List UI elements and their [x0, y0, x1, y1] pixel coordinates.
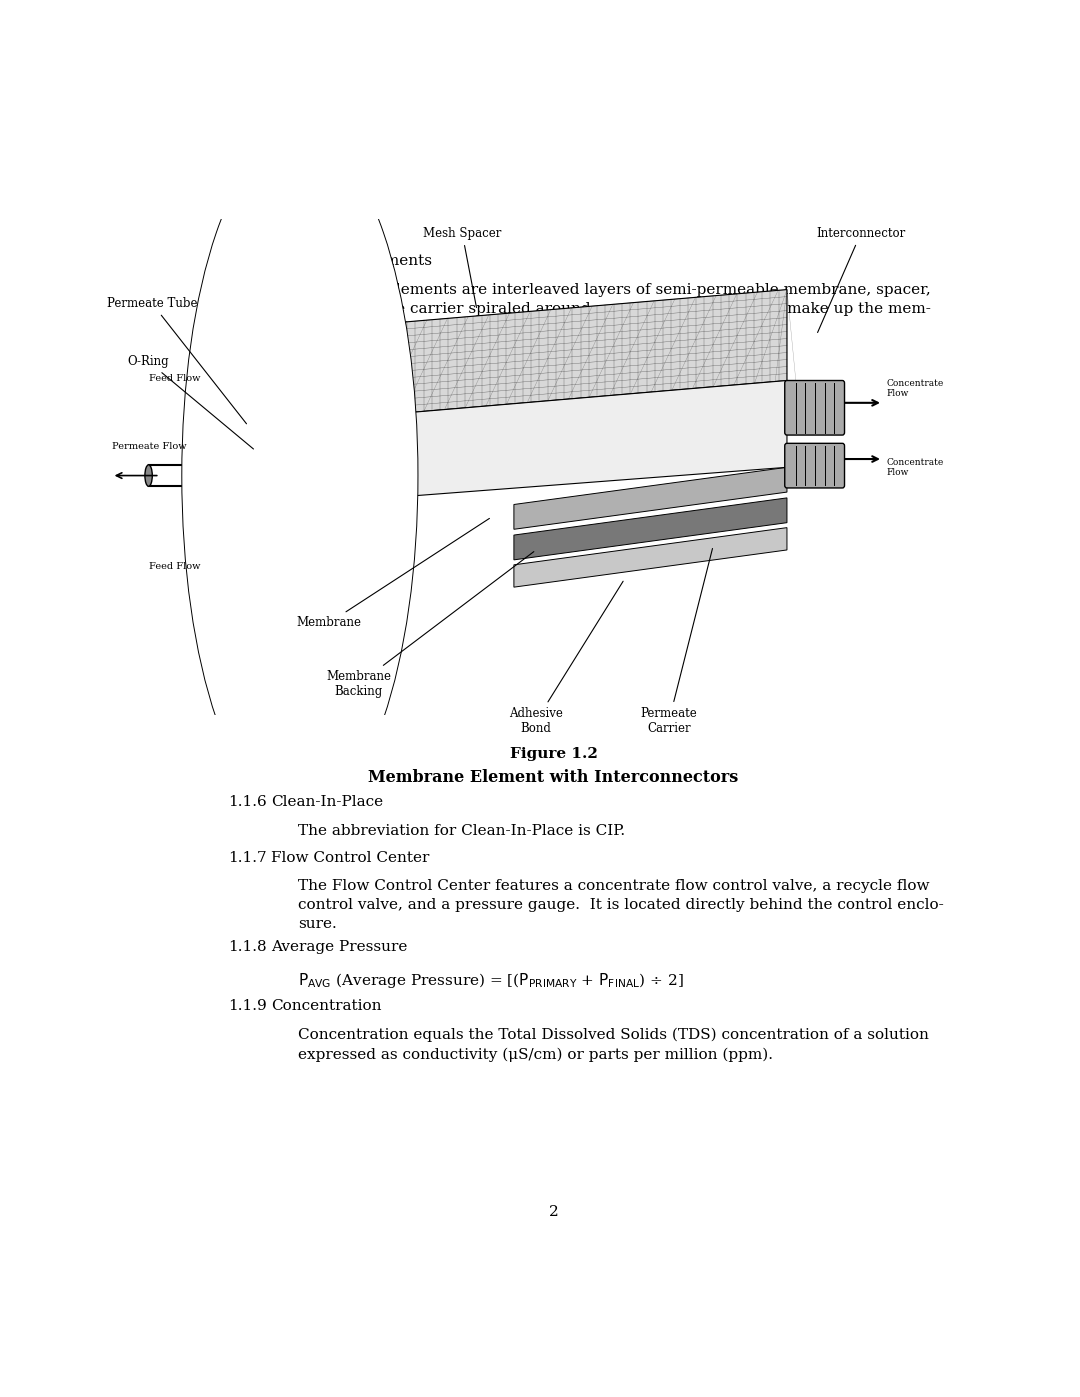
- Text: O-Ring: O-Ring: [127, 355, 254, 448]
- Text: 1.1.8: 1.1.8: [228, 940, 267, 954]
- Text: Concentrate
Flow: Concentrate Flow: [887, 458, 944, 476]
- Text: 1.1.9: 1.1.9: [228, 999, 267, 1013]
- Text: Figure 1.2: Figure 1.2: [510, 746, 597, 761]
- Text: The abbreviation for Clean-In-Place is CIP.: The abbreviation for Clean-In-Place is C…: [298, 824, 625, 838]
- Polygon shape: [300, 380, 787, 504]
- Polygon shape: [300, 289, 787, 422]
- Text: Interconnector: Interconnector: [816, 226, 905, 332]
- Text: Concentration equals the Total Dissolved Solids (TDS) concentration of a solutio: Concentration equals the Total Dissolved…: [298, 1028, 929, 1062]
- Text: Membrane
Backing: Membrane Backing: [326, 552, 534, 698]
- Ellipse shape: [181, 131, 418, 820]
- Text: Average Pressure: Average Pressure: [271, 940, 407, 954]
- FancyBboxPatch shape: [785, 443, 845, 488]
- Ellipse shape: [226, 261, 374, 690]
- Text: 1.1.7: 1.1.7: [228, 851, 267, 865]
- Text: Adhesive
Bond: Adhesive Bond: [509, 581, 623, 735]
- Text: Flow Control Center: Flow Control Center: [271, 851, 429, 865]
- Text: 1.1.6: 1.1.6: [228, 795, 267, 809]
- Ellipse shape: [285, 433, 314, 518]
- Text: Permeate Flow: Permeate Flow: [111, 441, 187, 451]
- Ellipse shape: [145, 465, 152, 486]
- Text: Membrane elements are interleaved layers of semi-permeable membrane, spacer,
and: Membrane elements are interleaved layers…: [298, 284, 931, 335]
- Text: Clean-In-Place: Clean-In-Place: [271, 795, 382, 809]
- Text: $\mathrm{P_{AVG}}$ (Average Pressure) = [($\mathrm{P_{PRIMARY}}$ + $\mathrm{P_{F: $\mathrm{P_{AVG}}$ (Average Pressure) = …: [298, 971, 684, 989]
- Text: Feed Flow: Feed Flow: [149, 563, 200, 571]
- Text: Membrane Elements: Membrane Elements: [271, 254, 432, 268]
- Text: Permeate Tube: Permeate Tube: [107, 298, 246, 423]
- Text: Membrane Element with Interconnectors: Membrane Element with Interconnectors: [368, 768, 739, 787]
- Ellipse shape: [197, 175, 403, 777]
- FancyBboxPatch shape: [785, 380, 845, 434]
- Ellipse shape: [241, 303, 359, 647]
- Polygon shape: [514, 467, 787, 529]
- Ellipse shape: [212, 218, 389, 733]
- Text: Concentration: Concentration: [271, 999, 381, 1013]
- Text: 1.1.5: 1.1.5: [228, 254, 267, 268]
- Ellipse shape: [270, 390, 329, 562]
- Text: Feed Flow: Feed Flow: [149, 374, 200, 383]
- Ellipse shape: [256, 346, 345, 605]
- Text: Membrane: Membrane: [297, 518, 489, 629]
- Text: The Flow Control Center features a concentrate flow control valve, a recycle flo: The Flow Control Center features a conce…: [298, 879, 944, 930]
- Polygon shape: [514, 528, 787, 587]
- Text: Permeate
Carrier: Permeate Carrier: [640, 549, 713, 735]
- Text: Concentrate
Flow: Concentrate Flow: [887, 379, 944, 398]
- Text: Mesh Spacer: Mesh Spacer: [423, 226, 501, 307]
- Polygon shape: [514, 497, 787, 560]
- Text: 2: 2: [549, 1204, 558, 1218]
